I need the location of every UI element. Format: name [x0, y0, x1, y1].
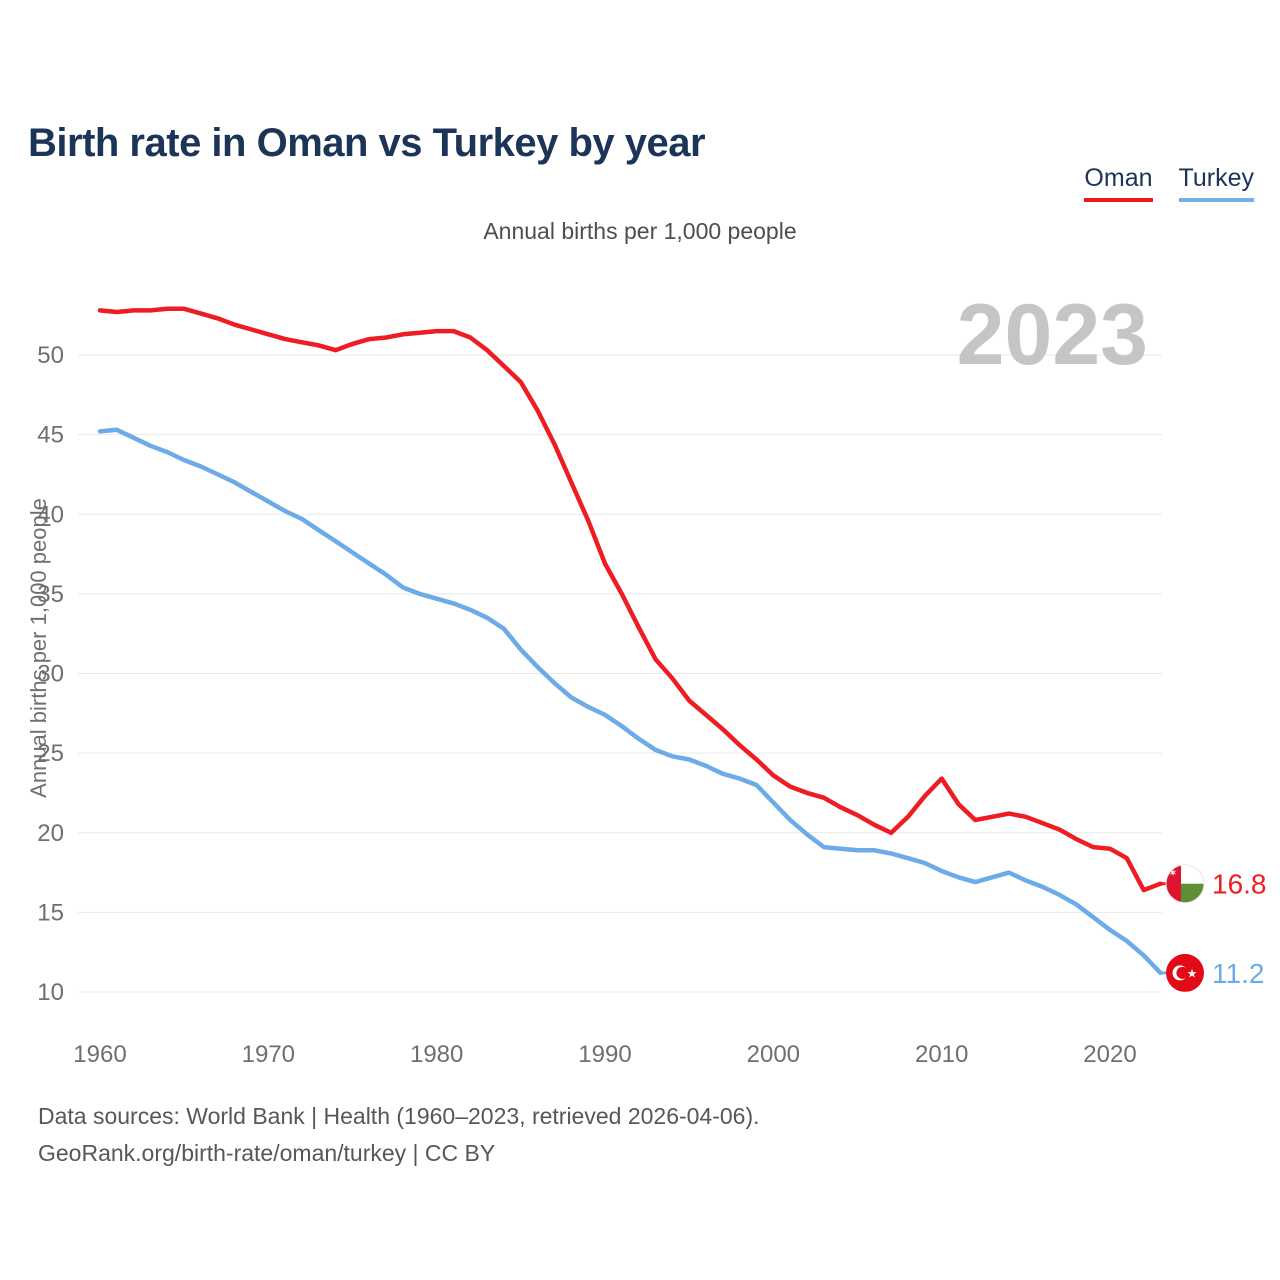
x-tick-label: 1990	[578, 1041, 631, 1068]
grid-layer: 10 15 20 25 30 35 40 45 50 1960 1970 1980 1990 2000 20…	[37, 342, 1162, 1068]
series-line-turkey[interactable]	[97, 427, 1163, 976]
footer: Data sources: World Bank | Health (1960–…	[38, 1098, 760, 1172]
x-tick-label: 1980	[410, 1041, 463, 1068]
x-tick-label: 2010	[915, 1041, 968, 1068]
flag-layer: ✶ ★	[1159, 864, 1205, 992]
end-label-oman: 16.8	[1212, 869, 1267, 900]
y-tick-label: 20	[37, 820, 64, 847]
chart-subtitle: Annual births per 1,000 people	[483, 218, 797, 244]
legend-item-oman[interactable]: Oman	[1084, 164, 1153, 202]
series-line-oman[interactable]	[97, 306, 1163, 893]
y-tick-label: 45	[37, 422, 64, 449]
page-title: Birth rate in Oman vs Turkey by year	[28, 120, 706, 165]
x-tick-label: 1960	[73, 1041, 126, 1068]
x-tick-label: 1970	[242, 1041, 295, 1068]
y-tick-label: 50	[37, 342, 64, 369]
footer-sources-line: Data sources: World Bank | Health (1960–…	[38, 1103, 760, 1129]
series-layer	[97, 306, 1163, 976]
watermark-year: 2023	[957, 287, 1148, 383]
y-tick-label: 40	[37, 501, 64, 528]
y-tick-label: 30	[37, 661, 64, 688]
y-tick-label: 35	[37, 581, 64, 608]
legend-item-turkey[interactable]: Turkey	[1178, 164, 1254, 202]
y-tick-label: 10	[37, 979, 64, 1006]
svg-text:★: ★	[1187, 966, 1198, 980]
end-label-turkey: 11.2	[1212, 958, 1264, 989]
y-tick-label: 15	[37, 899, 64, 926]
x-tick-label: 2020	[1083, 1041, 1136, 1068]
birth-rate-line-chart: 10 15 20 25 30 35 40 45 50 1960 1970 1980 1990 2000 20…	[26, 287, 1267, 1068]
x-tick-label: 2000	[747, 1041, 800, 1068]
oman-flag-icon: ✶	[1159, 864, 1205, 904]
y-axis-title: Annual births per 1,000 people	[26, 498, 51, 798]
svg-text:✶: ✶	[1168, 867, 1177, 880]
turkey-flag-icon: ★	[1159, 953, 1204, 992]
footer-attribution-line: GeoRank.org/birth-rate/oman/turkey | CC …	[38, 1140, 496, 1166]
legend: Oman Turkey	[1084, 164, 1254, 202]
y-tick-label: 25	[37, 740, 64, 767]
